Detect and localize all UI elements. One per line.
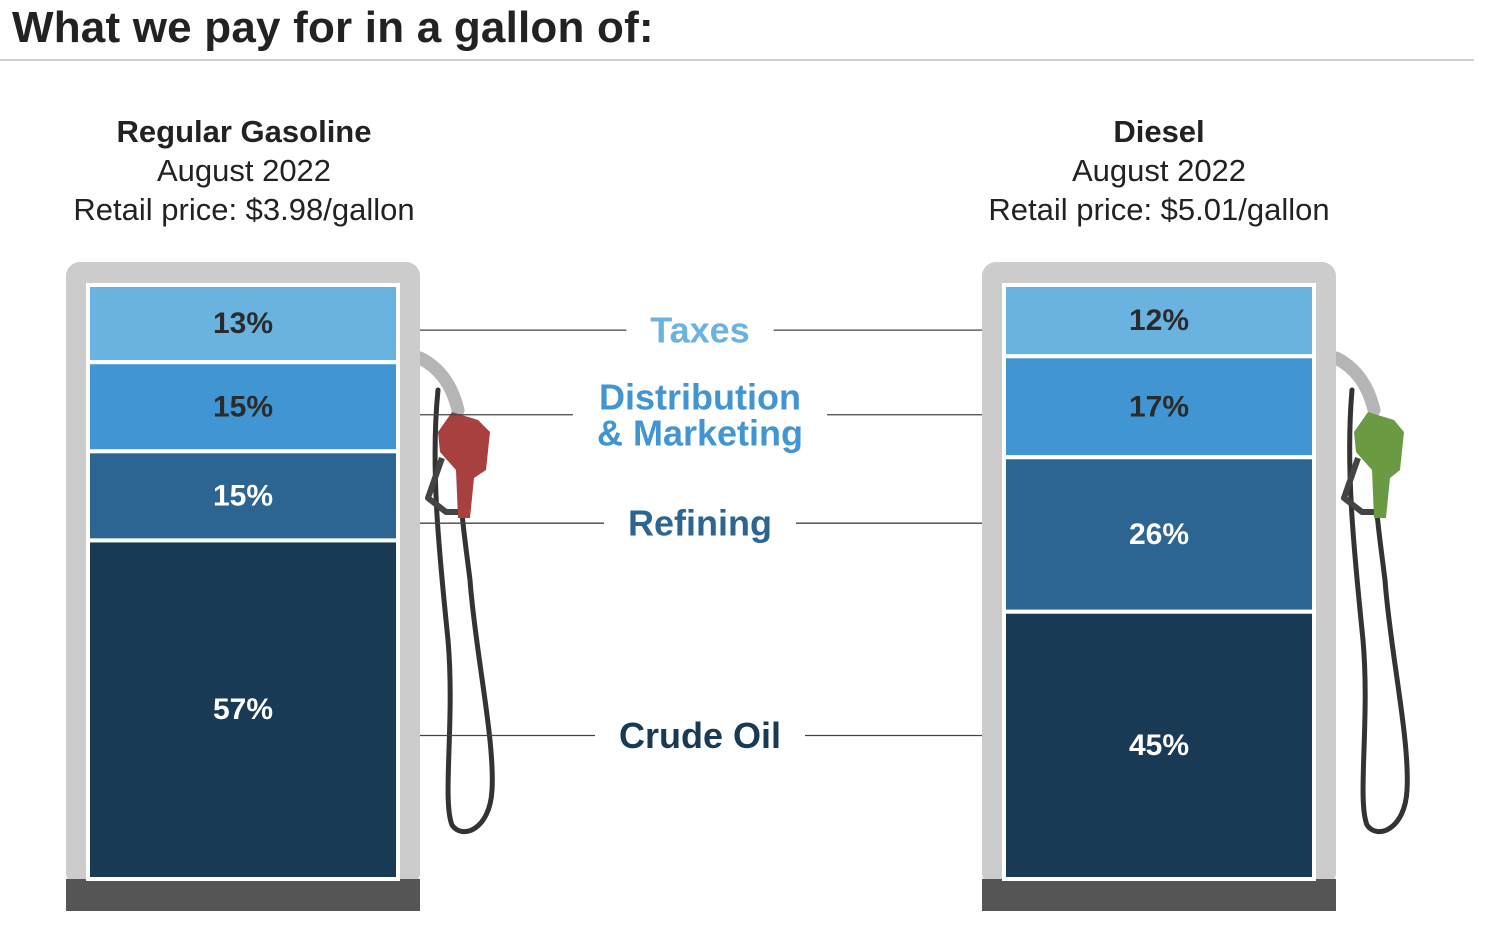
gasoline-nozzle-icon	[438, 412, 490, 518]
regular-gasoline-crude-oil-bar	[86, 538, 400, 881]
diesel-bar-stack: 12% 17% 26% 45%	[1002, 283, 1316, 881]
diesel-price: Retail price: $5.01/gallon	[988, 192, 1330, 227]
diesel-refining-label: 26%	[1129, 518, 1189, 551]
diesel-crude-oil-bar	[1002, 609, 1316, 881]
title-divider	[0, 59, 1474, 61]
page-title: What we pay for in a gallon of:	[12, 3, 654, 52]
diesel-hose	[1347, 387, 1410, 835]
gasoline-header: Regular Gasoline August 2022 Retail pric…	[24, 112, 464, 229]
diesel-distribution-and-marketing-label: 17%	[1129, 390, 1189, 423]
regular-gasoline-taxes-label: 13%	[213, 307, 273, 340]
legend-label-crude-oil: Crude Oil	[619, 715, 781, 756]
gasoline-hose	[432, 387, 495, 835]
diesel-header: Diesel August 2022 Retail price: $5.01/g…	[939, 112, 1379, 229]
gasoline-nozzle-spout	[413, 351, 465, 417]
diesel-pump-base	[982, 879, 1336, 911]
diesel-period: August 2022	[1071, 153, 1247, 188]
gasoline-nozzle-lever	[425, 457, 458, 515]
gasoline-bar-stack: 13% 15% 15% 57%	[86, 283, 400, 881]
regular-gasoline-distribution-and-marketing-label: 15%	[213, 390, 273, 423]
diesel-nozzle-icon	[1354, 412, 1404, 518]
diesel-taxes-bar	[1002, 283, 1316, 359]
gasoline-pump-base	[66, 879, 420, 911]
gasoline-pump: 13% 15% 15% 57%	[66, 262, 495, 911]
legend: Taxes Distribution & Marketing Refining Crud…	[420, 310, 982, 756]
diesel-distribution-and-marketing-bar	[1002, 354, 1316, 460]
gasoline-name: Regular Gasoline	[116, 114, 372, 149]
diesel-crude-oil-label: 45%	[1129, 729, 1189, 762]
gasoline-period: August 2022	[156, 153, 332, 188]
gasoline-price: Retail price: $3.98/gallon	[73, 192, 415, 227]
diesel-nozzle-spout	[1329, 351, 1381, 417]
diesel-refining-bar	[1002, 455, 1316, 614]
regular-gasoline-crude-oil-label: 57%	[213, 693, 273, 726]
diesel-taxes-label: 12%	[1129, 304, 1189, 337]
legend-label-distribution-and-marketing: Distribution & Marketing	[597, 376, 803, 453]
legend-label-taxes: Taxes	[650, 310, 749, 351]
regular-gasoline-distribution-and-marketing-bar	[86, 360, 400, 454]
diesel-name: Diesel	[1113, 114, 1205, 149]
legend-label-refining: Refining	[628, 503, 772, 544]
diesel-pump: 12% 17% 26% 45%	[982, 262, 1410, 911]
diesel-nozzle-lever	[1341, 457, 1374, 515]
regular-gasoline-refining-label: 15%	[213, 479, 273, 512]
